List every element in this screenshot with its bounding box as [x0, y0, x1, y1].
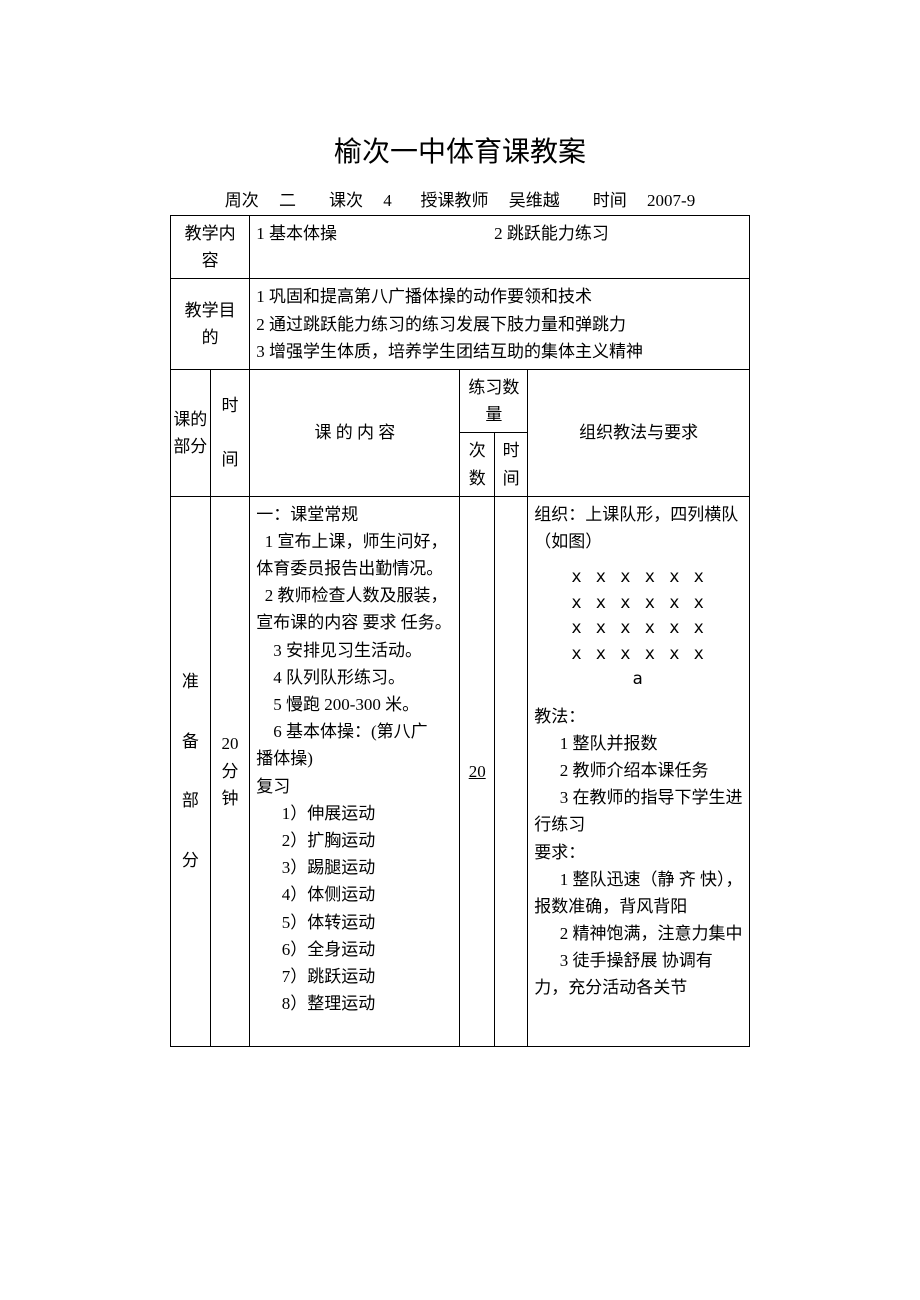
exercise-7: 7）跳跃运动 — [256, 963, 453, 990]
content-label: 教学内容 — [171, 216, 250, 279]
teacher-value: 吴维越 — [509, 191, 560, 210]
col-count: 次数 — [460, 433, 494, 496]
prep-count: 20 — [460, 496, 494, 1046]
formation-diagram: x x x x x x x x x x x x x x x x x x x x … — [534, 565, 743, 693]
routine-6a: 6 基本体操：(第八广 — [256, 718, 453, 745]
formation-row: x x x x x x — [534, 642, 743, 668]
week-value: 二 — [279, 191, 296, 210]
teaching-3: 3 在教师的指导下学生进行练习 — [534, 784, 743, 838]
col-section: 课的部分 — [171, 369, 211, 496]
col-time: 时间 — [210, 369, 250, 496]
exercise-1: 1）伸展运动 — [256, 800, 453, 827]
routine-5: 5 慢跑 200-300 米。 — [256, 691, 453, 718]
exercise-3: 3）踢腿运动 — [256, 854, 453, 881]
formation-row: x x x x x x — [534, 616, 743, 642]
col-practice: 练习数量 — [460, 369, 528, 432]
teaching-2: 2 教师介绍本课任务 — [534, 757, 743, 784]
prep-c3: 部 — [182, 791, 199, 810]
lesson-plan-table: 教学内容 1 基本体操 2 跳跃能力练习 教学目的 1 巩固和提高第八广播体操的… — [170, 215, 750, 1047]
org-heading: 组织：上课队形，四列横队（如图） — [534, 501, 743, 555]
col-content: 课 的 内 容 — [250, 369, 460, 496]
col-method: 组织教法与要求 — [528, 369, 750, 496]
routine-1: 1 宣布上课，师生问好，体育委员报告出勤情况。 — [256, 528, 453, 582]
teaching-purpose: 1 巩固和提高第八广播体操的动作要领和技术 2 通过跳跃能力练习的练习发展下肢力… — [250, 279, 750, 370]
routine-3: 3 安排见习生活动。 — [256, 637, 453, 664]
routine-heading: 一：课堂常规 — [256, 501, 453, 528]
prep-c4: 分 — [182, 851, 199, 870]
lesson-meta: 周次 二 课次 4 授课教师 吴维越 时间 2007-9 — [170, 186, 750, 211]
exercise-8: 8）整理运动 — [256, 990, 453, 1017]
prep-c1: 准 — [182, 672, 199, 691]
lesson-value: 4 — [383, 191, 392, 210]
requirement-heading: 要求： — [534, 839, 743, 866]
prep-content: 一：课堂常规 1 宣布上课，师生问好，体育委员报告出勤情况。 2 教师检查人数及… — [250, 496, 460, 1046]
routine-4: 4 队列队形练习。 — [256, 664, 453, 691]
prep-c2: 备 — [182, 732, 199, 751]
content-item-1: 1 基本体操 — [256, 220, 490, 247]
teacher-label: 授课教师 — [421, 191, 489, 210]
prep-duration — [494, 496, 527, 1046]
formation-row: x x x x x x — [534, 565, 743, 591]
teaching-content: 1 基本体操 2 跳跃能力练习 — [250, 216, 750, 279]
routine-6b: 播体操) — [256, 745, 453, 772]
formation-row: x x x x x x — [534, 591, 743, 617]
lesson-label: 课次 — [329, 191, 363, 210]
prep-time: 20分钟 — [210, 496, 250, 1046]
week-label: 周次 — [225, 191, 259, 210]
prep-method: 组织：上课队形，四列横队（如图） x x x x x x x x x x x x… — [528, 496, 750, 1046]
time-value: 2007-9 — [647, 191, 695, 210]
content-item-2: 2 跳跃能力练习 — [494, 224, 609, 243]
requirement-1: 1 整队迅速（静 齐 快），报数准确，背风背阳 — [534, 866, 743, 920]
purpose-line-1: 1 巩固和提高第八广播体操的动作要领和技术 — [256, 283, 743, 310]
teaching-heading: 教法： — [534, 703, 743, 730]
teaching-1: 1 整队并报数 — [534, 730, 743, 757]
exercise-5: 5）体转运动 — [256, 909, 453, 936]
requirement-3: 3 徒手操舒展 协调有力，充分活动各关节 — [534, 947, 743, 1001]
page-title: 榆次一中体育课教案 — [170, 130, 750, 170]
routine-2: 2 教师检查人数及服装，宣布课的内容 要求 任务。 — [256, 582, 453, 636]
prep-count-value: 20 — [469, 762, 486, 781]
requirement-2: 2 精神饱满，注意力集中 — [534, 920, 743, 947]
review-label: 复习 — [256, 773, 453, 800]
purpose-line-3: 3 增强学生体质，培养学生团结互助的集体主义精神 — [256, 338, 743, 365]
exercise-2: 2）扩胸运动 — [256, 827, 453, 854]
exercise-4: 4）体侧运动 — [256, 881, 453, 908]
formation-teacher: a — [534, 667, 743, 693]
time-label: 时间 — [593, 191, 627, 210]
prep-section-label: 准 备 部 分 — [171, 496, 211, 1046]
col-duration: 时间 — [494, 433, 527, 496]
purpose-line-2: 2 通过跳跃能力练习的练习发展下肢力量和弹跳力 — [256, 311, 743, 338]
purpose-label: 教学目的 — [171, 279, 250, 370]
exercise-6: 6）全身运动 — [256, 936, 453, 963]
